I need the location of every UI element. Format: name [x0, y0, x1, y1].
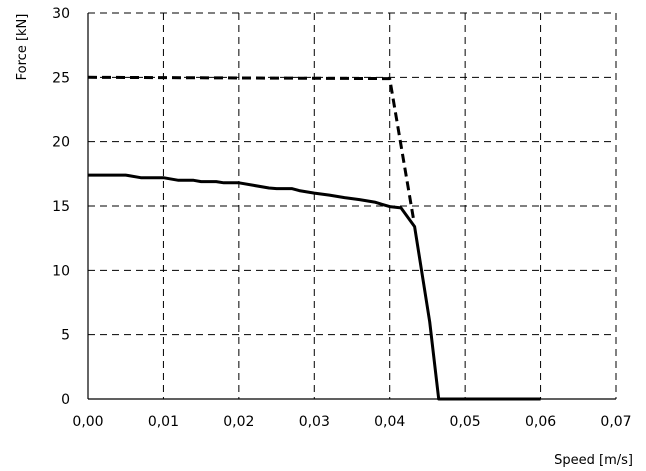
x-tick-label: 0,01: [148, 414, 179, 430]
y-tick-label: 15: [52, 199, 70, 215]
series-lines: [87, 75, 541, 401]
y-tick-label: 10: [52, 263, 70, 279]
x-tick-labels: 0,00 0,01 0,02 0,03 0,04 0,05 0,06 0,07: [72, 414, 631, 430]
y-tick-label: 5: [61, 328, 70, 344]
y-tick-labels: 0 5 10 15 20 25 30: [52, 6, 70, 408]
dashed-series-line: [87, 75, 416, 222]
x-tick-label: 0,00: [72, 414, 103, 430]
x-tick-label: 0,05: [450, 414, 481, 430]
x-tick-label: 0,07: [600, 414, 631, 430]
y-axis-label: Force [kN]: [15, 14, 30, 81]
x-tick-label: 0,02: [223, 414, 254, 430]
grid-lines: [87, 12, 617, 400]
y-tick-label: 25: [52, 70, 70, 86]
x-tick-label: 0,03: [299, 414, 330, 430]
axes: [87, 13, 616, 400]
solid-series-line: [88, 173, 541, 401]
y-tick-label: 0: [61, 392, 70, 408]
y-tick-label: 20: [52, 135, 70, 151]
y-tick-label: 30: [52, 6, 70, 22]
x-tick-label: 0,06: [525, 414, 556, 430]
x-axis-label: Speed [m/s]: [554, 453, 633, 468]
x-tick-label: 0,04: [374, 414, 405, 430]
